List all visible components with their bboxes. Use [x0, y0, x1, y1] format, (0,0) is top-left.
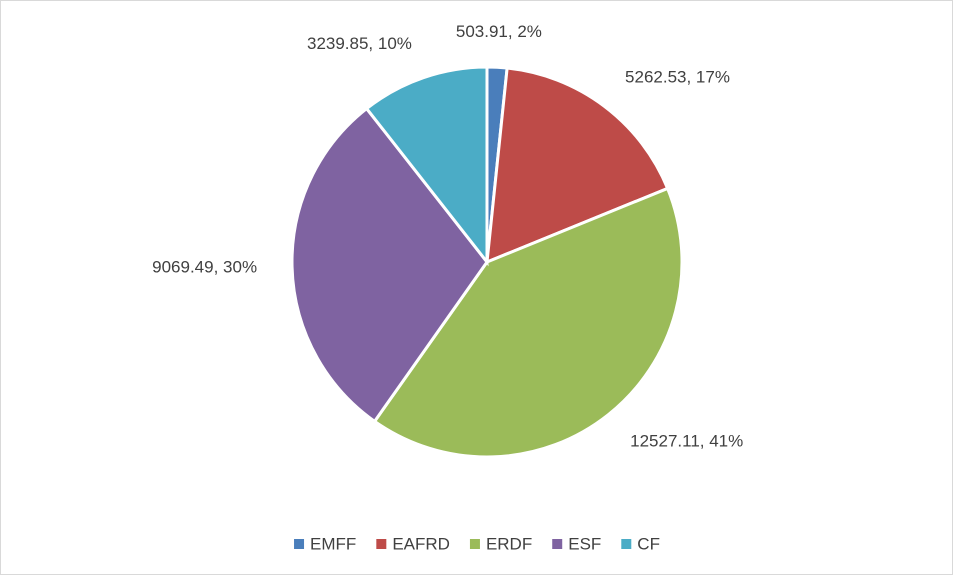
- pie-slice: [485, 66, 670, 265]
- data-label: 5262.53, 17%: [625, 68, 730, 87]
- legend-label: EAFRD: [392, 534, 450, 553]
- legend-label: CF: [637, 534, 660, 553]
- legend-item: ERDF: [469, 534, 532, 553]
- data-label: 3239.85, 10%: [307, 34, 412, 53]
- data-label: 503.91, 2%: [456, 22, 542, 41]
- data-label: 9069.49, 30%: [152, 257, 257, 276]
- legend-swatch: [469, 539, 480, 549]
- legend-label: EMFF: [310, 534, 356, 553]
- pie: [290, 65, 684, 459]
- data-label: 12527.11, 41%: [630, 432, 743, 451]
- legend: EMFF EAFRD ERDF ESF CF: [294, 534, 660, 553]
- legend-swatch: [621, 539, 632, 549]
- legend-label: ERDF: [486, 534, 532, 553]
- data-labels: 503.91, 2% 5262.53, 17% 12527.11, 41% 9069.…: [152, 22, 743, 451]
- pie-slice: [290, 106, 489, 424]
- pie-slice: [372, 186, 684, 459]
- legend-swatch: [294, 539, 305, 549]
- legend-item: ESF: [552, 534, 601, 553]
- legend-swatch: [552, 539, 563, 549]
- legend-swatch: [376, 539, 387, 549]
- pie-slice: [364, 65, 489, 267]
- legend-item: CF: [621, 534, 660, 553]
- legend-item: EMFF: [294, 534, 356, 553]
- legend-item: EAFRD: [376, 534, 450, 553]
- legend-label: ESF: [568, 534, 601, 553]
